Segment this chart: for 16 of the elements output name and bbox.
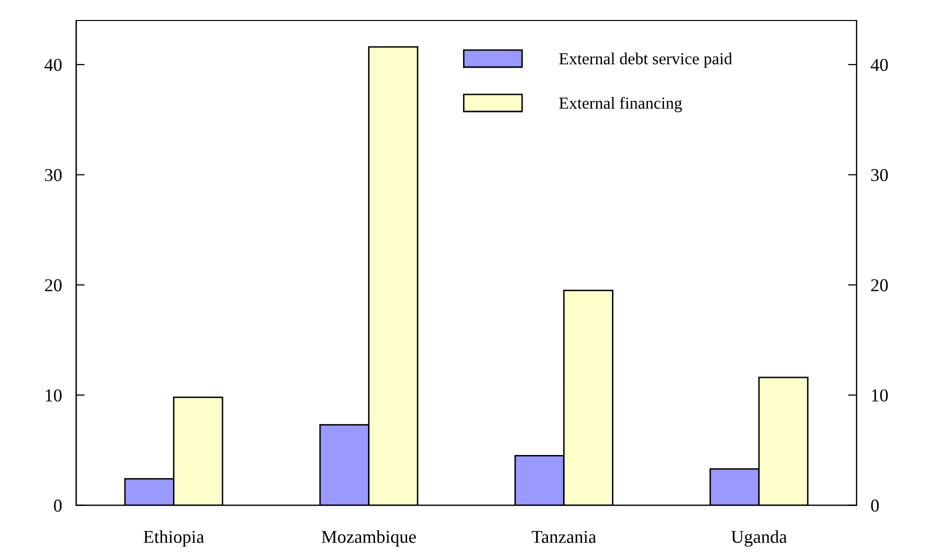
y2-tick-label: 30 bbox=[871, 168, 888, 182]
y2-tick-label: 20 bbox=[871, 279, 888, 292]
legend-label: External debt service paid bbox=[559, 52, 732, 68]
legend-label: External financing bbox=[559, 96, 682, 112]
y2-tick-label: 0 bbox=[871, 500, 879, 512]
y2-tick-label: 40 bbox=[870, 58, 888, 72]
x-tick-label: Mozambique bbox=[322, 530, 416, 547]
y-tick-label: 30 bbox=[45, 168, 62, 182]
x-tick-label: Ethiopia bbox=[144, 530, 204, 547]
y-tick-label: 40 bbox=[44, 58, 62, 72]
x-tick-label: Uganda bbox=[731, 530, 787, 547]
y2-tick-label: 10 bbox=[872, 389, 888, 402]
x-tick-label: Tanzania bbox=[532, 530, 596, 543]
y-tick-label: 10 bbox=[46, 389, 62, 402]
y-tick-label: 20 bbox=[45, 279, 62, 292]
y-tick-label: 0 bbox=[54, 500, 62, 512]
